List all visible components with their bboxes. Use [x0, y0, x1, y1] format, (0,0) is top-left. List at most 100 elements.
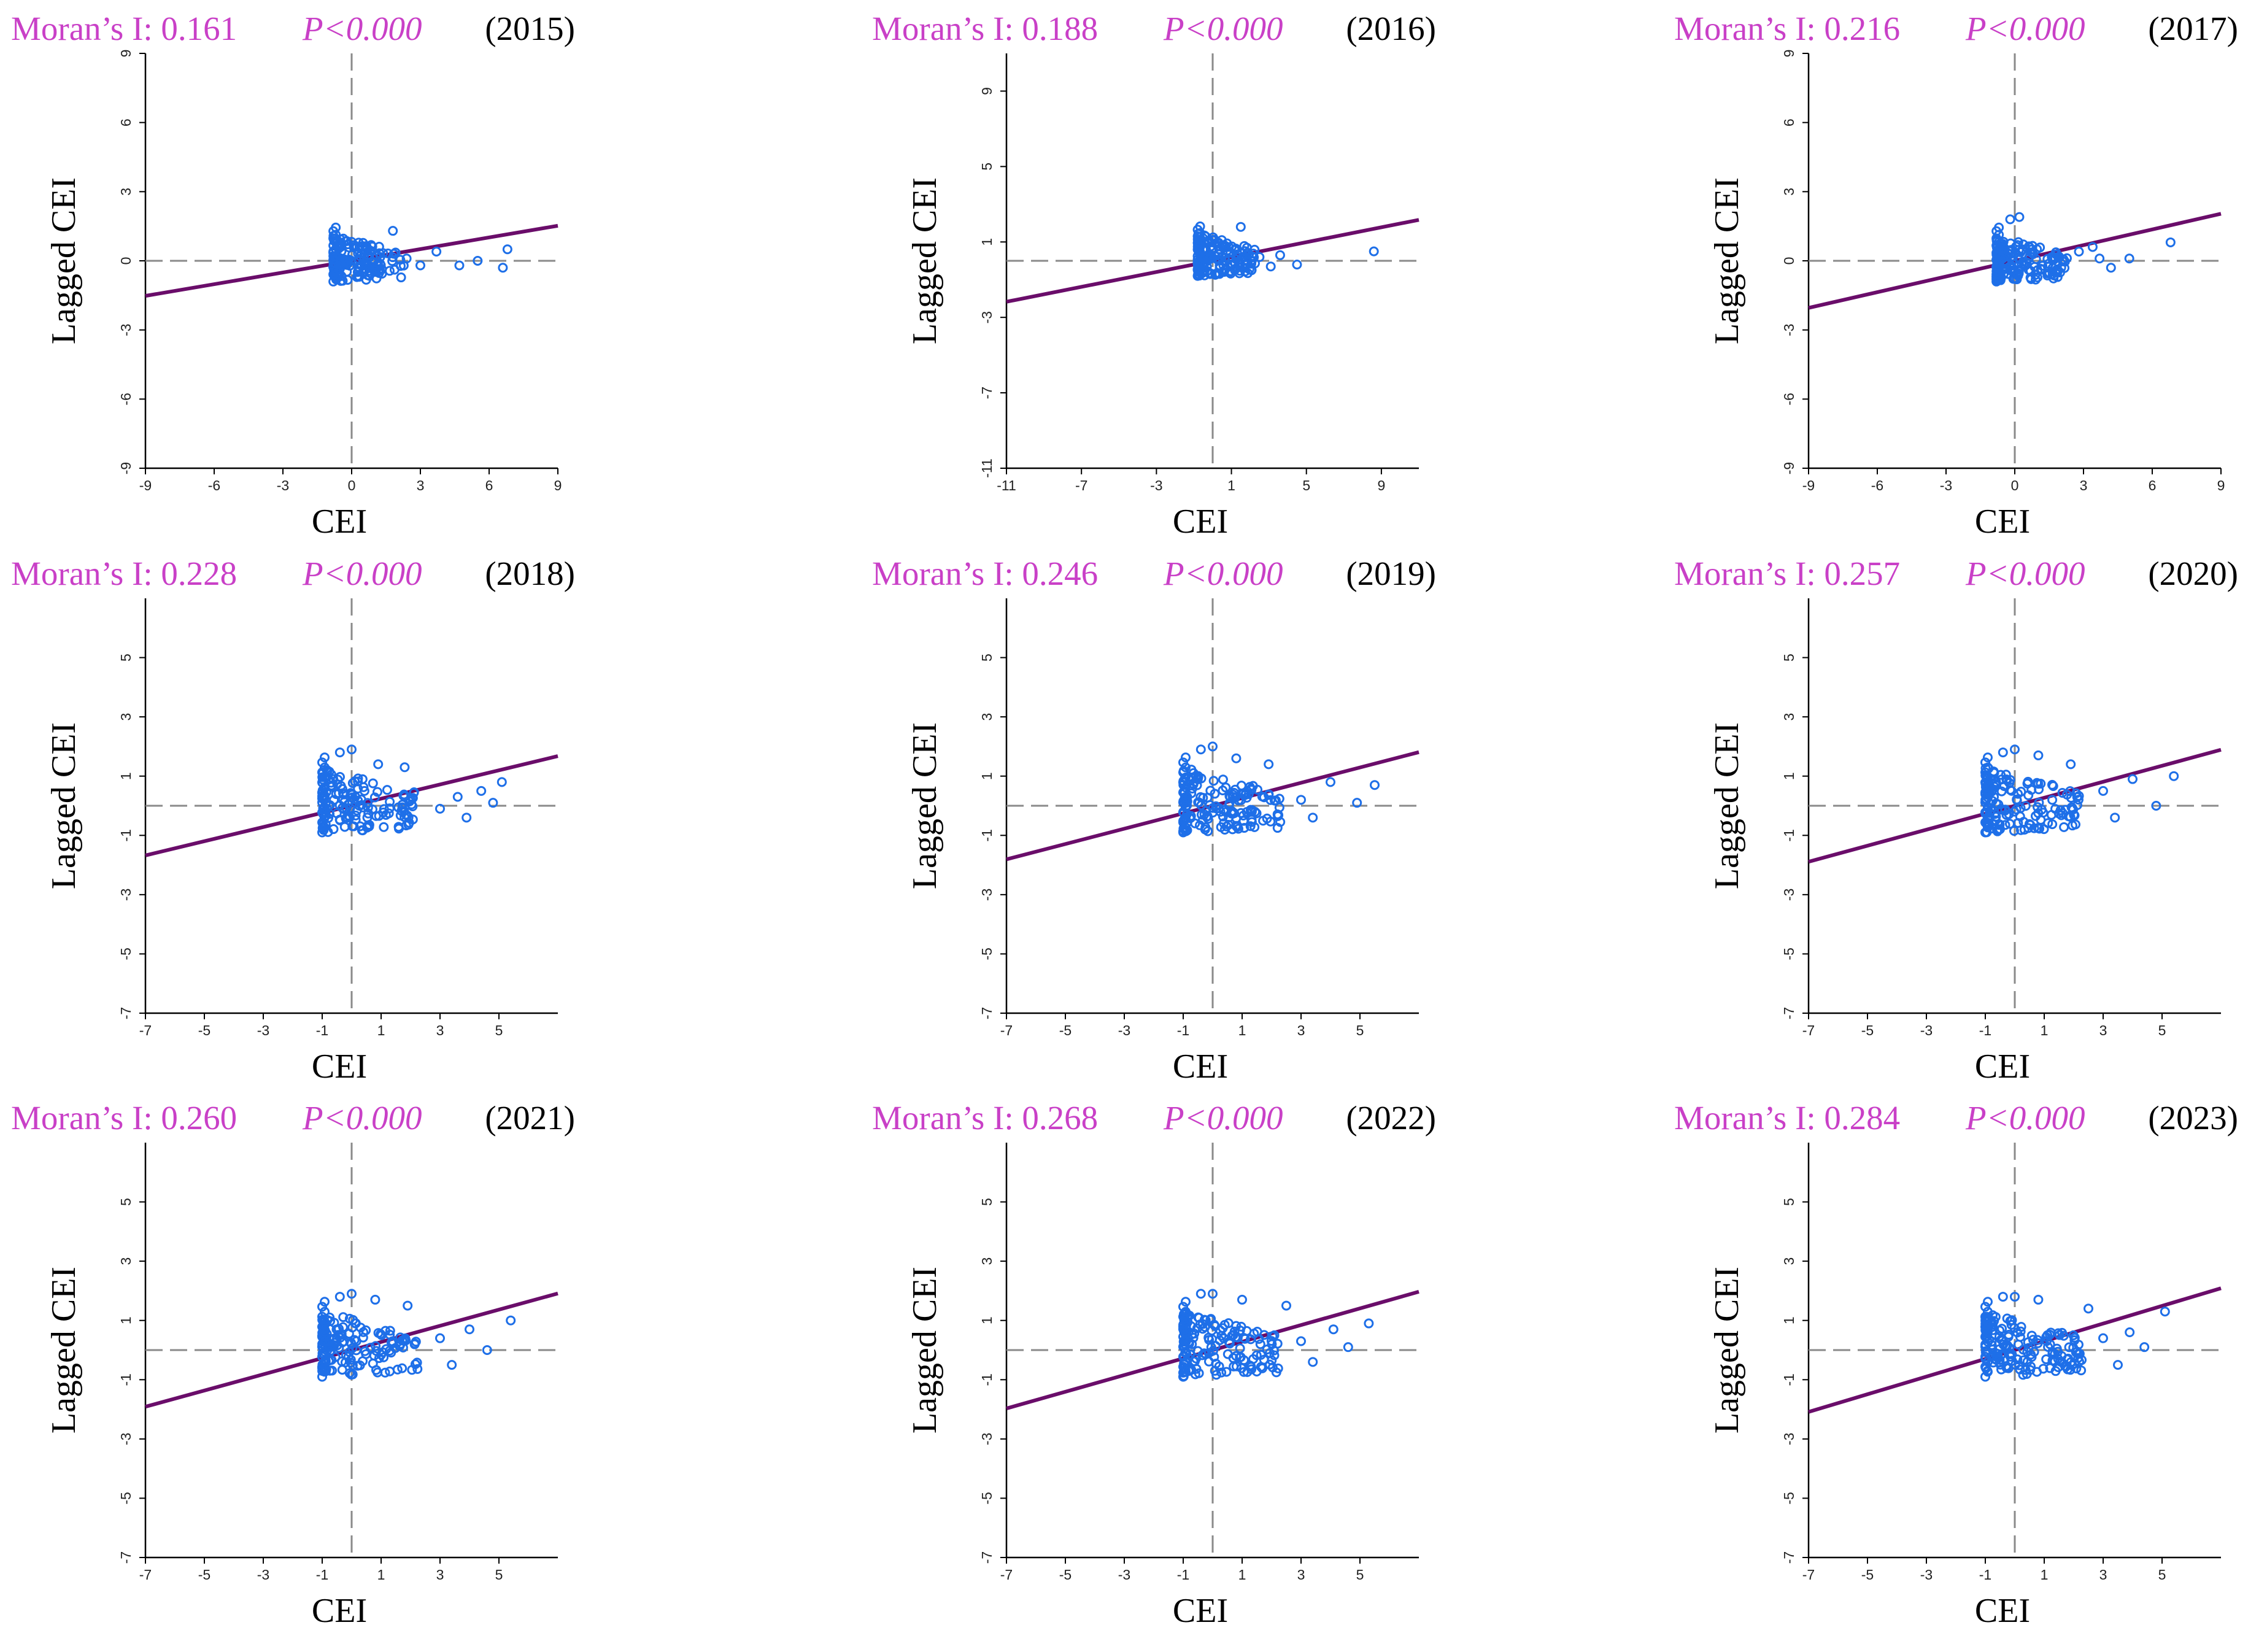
- data-point: [1203, 1348, 1214, 1358]
- data-point: [372, 787, 382, 797]
- data-point: [1219, 805, 1229, 815]
- data-point: [415, 260, 425, 271]
- data-point: [1239, 241, 1249, 251]
- data-point: [1983, 752, 1993, 763]
- data-point: [1233, 824, 1243, 834]
- x-tick-label: 1: [377, 1567, 385, 1583]
- data-point: [338, 1312, 349, 1322]
- data-point: [2033, 265, 2043, 276]
- data-points: [317, 744, 507, 838]
- data-point: [358, 825, 368, 836]
- data-point: [1983, 1327, 1993, 1337]
- y-tick-label: -7: [979, 1007, 995, 1019]
- data-point: [2095, 253, 2105, 264]
- data-point: [380, 1326, 391, 1336]
- x-tick-label: -7: [139, 1567, 152, 1583]
- data-point: [1206, 252, 1216, 262]
- data-point: [1265, 795, 1276, 805]
- data-point: [370, 1294, 380, 1305]
- year-label: (2015): [485, 10, 575, 47]
- scatter-panel-5: Moran’s I: 0.257 P<0.000 (2020) -7 -5 -3 -1 1 3 5…: [1674, 555, 2238, 1086]
- data-point: [1983, 772, 1993, 782]
- data-point: [2106, 263, 2116, 273]
- data-point: [1241, 787, 1251, 798]
- moran-i-label: Moran’s I: 0.260: [11, 1099, 237, 1137]
- data-point: [1178, 827, 1188, 838]
- y-tick-label: 3: [979, 713, 995, 721]
- data-point: [407, 814, 418, 825]
- data-point: [1983, 1316, 1993, 1327]
- y-tick-label: 5: [979, 163, 995, 171]
- x-tick-label: -3: [1150, 477, 1162, 493]
- y-axis-title: Lagged CEI: [45, 1267, 83, 1434]
- x-axis-title: CEI: [1173, 1592, 1228, 1630]
- data-point: [2019, 260, 2029, 270]
- data-point: [2005, 265, 2015, 276]
- data-point: [397, 1363, 407, 1373]
- x-tick-label: -3: [1118, 1022, 1130, 1038]
- data-point: [1980, 1372, 1990, 1382]
- y-axis-title: Lagged CEI: [906, 722, 944, 889]
- y-tick-label: -7: [118, 1007, 134, 1019]
- data-point: [2044, 268, 2055, 278]
- x-tick-label: -11: [997, 477, 1016, 493]
- data-point: [2070, 819, 2080, 830]
- data-point: [1228, 1330, 1238, 1340]
- x-tick-label: 3: [1297, 1567, 1305, 1583]
- data-point: [1254, 252, 1265, 262]
- data-point: [1292, 260, 1302, 270]
- scatter-panel-6: Moran’s I: 0.260 P<0.000 (2021) -7 -5 -3 -1 1 3 5…: [11, 1099, 575, 1630]
- data-point: [2004, 1343, 2015, 1353]
- p-value-label: P<0.000: [302, 10, 422, 47]
- y-tick-label: -7: [118, 1551, 134, 1564]
- data-point: [2012, 795, 2022, 806]
- scatter-panel-8: Moran’s I: 0.284 P<0.000 (2023) -7 -5 -3 -1 1 3 5…: [1674, 1099, 2238, 1630]
- data-point: [1273, 811, 1283, 821]
- y-axis-title: Lagged CEI: [906, 1267, 944, 1434]
- data-point: [2063, 1353, 2074, 1364]
- data-point: [320, 1327, 330, 1337]
- data-point: [1983, 782, 1993, 793]
- data-point: [1178, 797, 1188, 808]
- y-tick-label: -3: [118, 323, 134, 336]
- data-point: [374, 248, 385, 258]
- data-point: [1281, 1300, 1291, 1311]
- data-point: [498, 263, 508, 273]
- x-tick-label: 6: [2149, 477, 2157, 493]
- data-point: [1178, 757, 1188, 768]
- data-point: [1221, 821, 1232, 832]
- y-axis-title: Lagged CEI: [45, 722, 83, 889]
- x-axis-title: CEI: [312, 503, 367, 541]
- y-tick-label: 3: [1781, 188, 1797, 196]
- data-point: [2023, 776, 2033, 787]
- year-label: (2017): [2148, 10, 2238, 47]
- data-point: [1178, 777, 1188, 787]
- y-tick-label: -9: [1781, 462, 1797, 474]
- data-point: [1178, 1311, 1188, 1322]
- y-tick-label: 1: [118, 772, 134, 780]
- year-label: (2016): [1346, 10, 1436, 47]
- y-tick-label: 3: [118, 188, 134, 196]
- data-point: [1997, 1335, 2007, 1346]
- data-point: [1235, 222, 1246, 232]
- data-point: [496, 777, 507, 787]
- data-point: [2033, 1294, 2044, 1305]
- data-point: [320, 1307, 330, 1317]
- data-point: [351, 1336, 361, 1346]
- data-point: [1195, 792, 1206, 802]
- data-point: [2010, 1359, 2020, 1370]
- data-point: [1181, 752, 1191, 763]
- p-value-label: P<0.000: [1965, 10, 2085, 47]
- data-point: [1210, 789, 1220, 799]
- data-point: [320, 1346, 330, 1357]
- data-point: [1269, 1330, 1280, 1340]
- data-point: [346, 1369, 357, 1380]
- data-point: [1211, 269, 1222, 279]
- data-point: [335, 1332, 346, 1343]
- x-tick-label: 3: [1297, 1022, 1305, 1038]
- data-point: [2065, 786, 2076, 797]
- data-point: [384, 266, 395, 276]
- data-points: [328, 222, 512, 287]
- data-point: [1235, 1353, 1245, 1363]
- data-point: [350, 810, 361, 820]
